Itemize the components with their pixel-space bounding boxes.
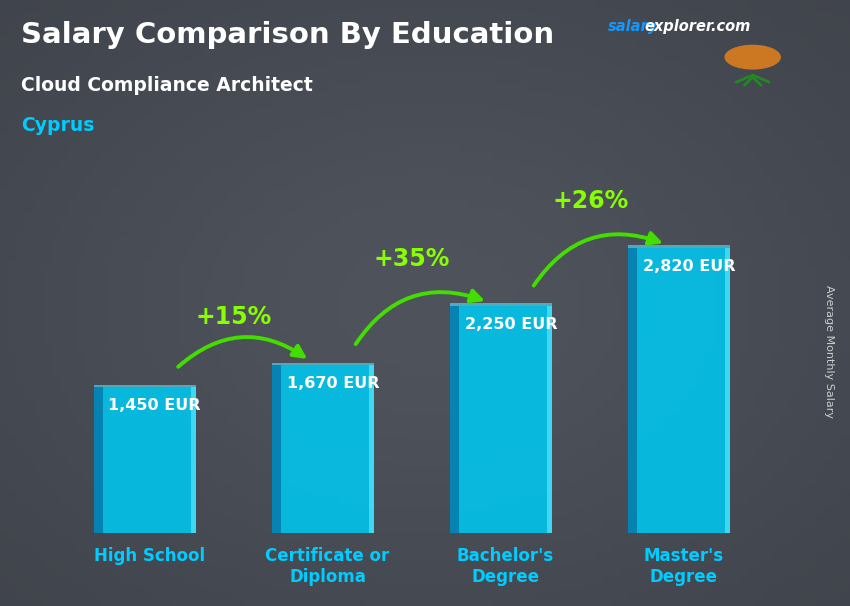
Bar bbox=[450, 303, 552, 306]
Bar bbox=[459, 306, 552, 533]
Text: 1,670 EUR: 1,670 EUR bbox=[286, 376, 379, 391]
Ellipse shape bbox=[724, 45, 781, 70]
Bar bbox=[272, 365, 281, 533]
Text: Cloud Compliance Architect: Cloud Compliance Architect bbox=[21, 76, 313, 95]
Bar bbox=[369, 365, 374, 533]
Bar bbox=[94, 385, 196, 387]
Bar bbox=[628, 245, 730, 248]
Bar bbox=[94, 387, 103, 533]
Bar bbox=[103, 387, 196, 533]
Text: 2,250 EUR: 2,250 EUR bbox=[465, 317, 557, 332]
Text: +35%: +35% bbox=[374, 247, 450, 271]
Bar bbox=[725, 248, 730, 533]
Bar bbox=[450, 306, 459, 533]
Bar bbox=[272, 362, 374, 365]
Text: +26%: +26% bbox=[552, 189, 628, 213]
Text: Average Monthly Salary: Average Monthly Salary bbox=[824, 285, 834, 418]
Bar bbox=[191, 387, 196, 533]
Bar bbox=[628, 248, 638, 533]
Bar bbox=[281, 365, 374, 533]
Bar bbox=[547, 306, 552, 533]
Text: Salary Comparison By Education: Salary Comparison By Education bbox=[21, 21, 554, 49]
Text: 1,450 EUR: 1,450 EUR bbox=[109, 398, 201, 413]
Text: 2,820 EUR: 2,820 EUR bbox=[643, 259, 735, 273]
Text: salary: salary bbox=[608, 19, 658, 35]
Text: Cyprus: Cyprus bbox=[21, 116, 94, 135]
Bar bbox=[638, 248, 730, 533]
Text: +15%: +15% bbox=[196, 305, 272, 329]
Text: explorer.com: explorer.com bbox=[644, 19, 751, 35]
